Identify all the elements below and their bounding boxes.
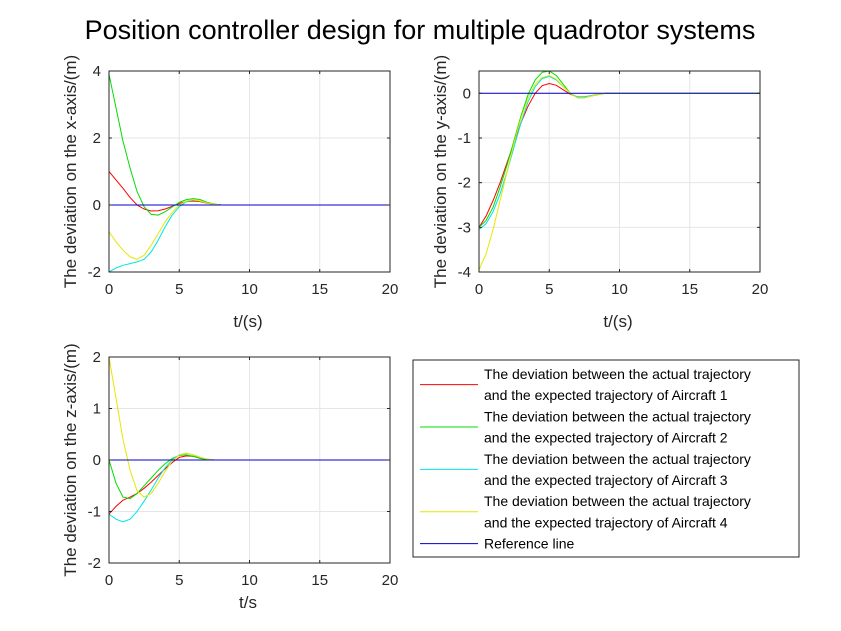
series-line-4 (479, 74, 760, 271)
y-tick-label: -4 (458, 264, 471, 281)
y-tick-label: 0 (93, 197, 101, 214)
subplot-z: 0 5 10 15 20 -2 -1 0 1 2 t/s The deviation on the z… (61, 343, 398, 612)
legend-label: Reference line (484, 536, 574, 552)
legend-entry-2: The deviation between the actual traject… (420, 408, 751, 446)
legend-box (412, 359, 800, 558)
x-tick-label: 5 (175, 281, 183, 298)
x-tick-label: 0 (475, 281, 483, 298)
legend-entry-1: The deviation between the actual traject… (420, 366, 751, 403)
y-tick-label: -2 (458, 175, 471, 192)
y-tick-label: 2 (93, 130, 101, 147)
y-tick-label: 1 (93, 401, 101, 418)
legend-entry-4: The deviation between the actual traject… (420, 493, 751, 530)
x-tick-label: 5 (545, 281, 553, 298)
x-axis-label: t/(s) (603, 312, 632, 331)
y-tick-label: 0 (93, 452, 101, 469)
x-tick-label: 20 (752, 281, 769, 298)
x-tick-label: 15 (311, 572, 328, 589)
y-tick-label: 4 (93, 63, 101, 80)
legend-label: and the expected trajectory of Aircraft … (484, 514, 728, 530)
legend-label: and the expected trajectory of Aircraft … (484, 387, 728, 403)
legend-entry-3: The deviation between the actual traject… (420, 451, 751, 488)
legend: The deviation between the actual traject… (412, 359, 800, 558)
y-axis-label: The deviation on the y-axis/(m) (431, 55, 450, 288)
x-tick-label: 20 (382, 572, 399, 589)
legend-label: The deviation between the actual traject… (484, 451, 751, 467)
x-tick-label: 15 (681, 281, 698, 298)
figure-title: Position controller design for multiple … (85, 15, 756, 45)
y-tick-label: 2 (93, 349, 101, 366)
y-tick-label: -1 (88, 504, 101, 521)
legend-label: and the expected trajectory of Aircraft … (484, 430, 728, 446)
legend-label: The deviation between the actual traject… (484, 408, 751, 424)
x-tick-label: 15 (311, 281, 328, 298)
y-tick-label: -3 (458, 219, 471, 236)
y-tick-label: -2 (88, 555, 101, 572)
subplot-y: 0 5 10 15 20 -4 -3 -2 -1 0 t/(s) The deviation on t… (431, 55, 768, 331)
legend-label: The deviation between the actual traject… (484, 493, 751, 509)
y-axis-label: The deviation on the z-axis/(m) (61, 343, 80, 576)
y-axis-label: The deviation on the x-axis/(m) (61, 55, 80, 288)
legend-entry-5: Reference line (420, 536, 574, 552)
x-tick-label: 0 (105, 572, 113, 589)
x-tick-label: 20 (382, 281, 399, 298)
x-tick-label: 5 (175, 572, 183, 589)
x-axis-label: t/(s) (233, 312, 262, 331)
y-tick-label: 0 (463, 85, 471, 102)
legend-label: The deviation between the actual traject… (484, 366, 751, 382)
x-tick-label: 0 (105, 281, 113, 298)
y-tick-label: -2 (88, 264, 101, 281)
x-tick-label: 10 (241, 281, 258, 298)
x-tick-label: 10 (611, 281, 628, 298)
legend-label: and the expected trajectory of Aircraft … (484, 472, 728, 488)
x-tick-label: 10 (241, 572, 258, 589)
y-tick-label: -1 (458, 130, 471, 147)
x-axis-label: t/s (239, 593, 257, 612)
